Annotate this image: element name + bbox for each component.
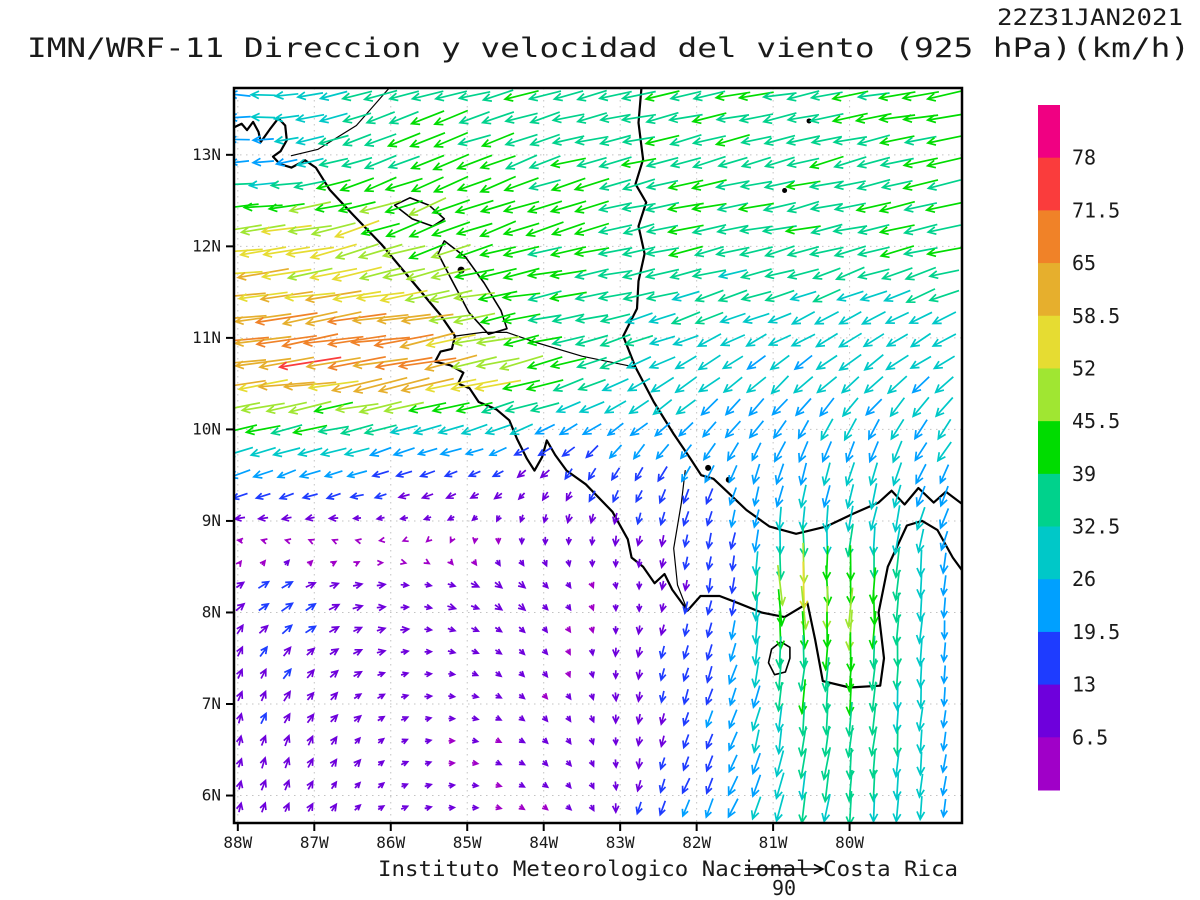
colorbar: 78 71.5 65 58.5 52 45.5 39 32.5 26 19.5 13 6.5 [1038, 105, 1120, 791]
page-title: IMN/WRF-11 Direccion y velocidad del vie… [27, 33, 1190, 64]
colorbar-segment [1038, 210, 1060, 264]
x-tick-label: 87W [300, 833, 329, 852]
bocas-island-1 [705, 464, 712, 471]
lake-managua [393, 197, 446, 227]
x-tick-label: 80W [835, 833, 864, 852]
lake-nicaragua [437, 240, 508, 335]
valid-timestamp: 22Z31JAN2021 [997, 6, 1183, 31]
x-tick-label: 83W [606, 833, 635, 852]
coiba-island [767, 641, 791, 676]
caribbean-coast [622, 88, 962, 535]
x-tick-label: 82W [682, 833, 711, 852]
colorbar-label: 6.5 [1072, 725, 1108, 749]
colorbar-segment [1038, 631, 1060, 686]
colorbar-label: 65 [1072, 251, 1096, 275]
reference-arrow [745, 863, 825, 875]
colorbar-segment [1038, 526, 1060, 580]
y-tick-label: 7N [202, 694, 221, 713]
colorbar-segment [1038, 579, 1060, 633]
axis-ticks [226, 153, 851, 831]
y-tick-label: 8N [202, 602, 221, 621]
colorbar-segment [1038, 368, 1060, 422]
colorbar-segment [1038, 315, 1060, 369]
x-tick-label: 81W [759, 833, 788, 852]
y-tick-label: 6N [202, 786, 221, 805]
colorbar-label: 52 [1072, 356, 1096, 380]
y-tick-label: 9N [202, 511, 221, 530]
colorbar-segment [1038, 684, 1060, 738]
providencia-island [806, 118, 812, 124]
colorbar-label: 32.5 [1072, 515, 1120, 539]
y-tick-label: 13N [192, 145, 221, 164]
plot-frame [232, 86, 964, 825]
colorbar-segment [1038, 737, 1060, 791]
reference-arrow-value: 90 [772, 876, 796, 900]
y-tick-label: 11N [192, 328, 221, 347]
san-andres-island [782, 188, 788, 194]
x-tick-label: 84W [529, 833, 558, 852]
colorbar-label: 78 [1072, 146, 1096, 170]
pacific-coast [234, 117, 962, 689]
costarica-panama-border [673, 470, 689, 612]
x-tick-label: 86W [376, 833, 405, 852]
x-tick-label: 88W [223, 833, 252, 852]
wind-arrows-layer [234, 89, 962, 823]
colorbar-label: 39 [1072, 462, 1096, 486]
colorbar-label: 19.5 [1072, 620, 1120, 644]
y-tick-label: 10N [192, 419, 221, 438]
colorbar-segment [1038, 263, 1060, 317]
colorbar-label: 71.5 [1072, 198, 1120, 222]
y-tick-label: 12N [192, 236, 221, 255]
x-tick-label: 85W [453, 833, 482, 852]
nicaragua-costarica-border [454, 331, 637, 368]
colorbar-label: 45.5 [1072, 409, 1120, 433]
colorbar-segment [1038, 105, 1060, 159]
colorbar-label: 13 [1072, 673, 1096, 697]
colorbar-label: 26 [1072, 567, 1096, 591]
axis-labels: 88W 87W 86W 85W 84W 83W 82W 81W 80W 13N 12N 11N 10N 9… [192, 145, 864, 852]
caption: Instituto Meteorologico Nacional Costa R… [378, 857, 958, 881]
colorbar-segment [1038, 473, 1060, 528]
colorbar-segment [1038, 157, 1060, 211]
colorbar-segment [1038, 421, 1060, 475]
colorbar-label: 58.5 [1072, 304, 1120, 328]
honduras-nicaragua-border [290, 88, 391, 157]
